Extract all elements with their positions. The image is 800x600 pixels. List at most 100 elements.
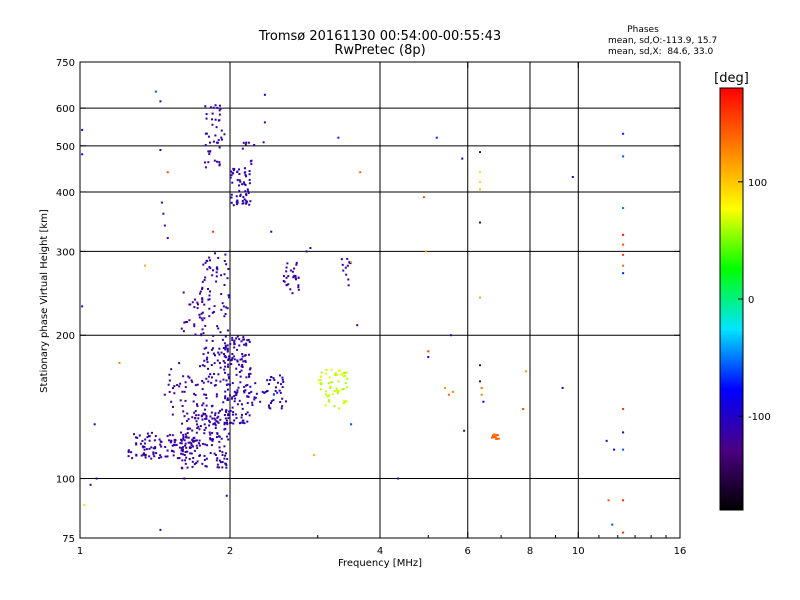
data-point: [233, 419, 236, 422]
data-point: [203, 278, 206, 281]
data-point: [89, 483, 92, 486]
data-point: [191, 460, 194, 463]
data-point: [209, 438, 212, 441]
data-point: [183, 477, 186, 480]
y-tick-label: 100: [56, 475, 75, 486]
data-point: [153, 455, 156, 458]
data-point: [230, 358, 233, 361]
data-point: [259, 400, 262, 403]
data-point: [224, 335, 227, 338]
data-point: [219, 366, 222, 369]
data-point: [217, 421, 220, 424]
data-point: [254, 396, 257, 399]
data-point: [136, 436, 139, 439]
data-point: [236, 389, 239, 392]
data-point: [214, 118, 217, 121]
data-point: [295, 263, 298, 266]
data-point: [175, 443, 178, 446]
data-point: [202, 332, 205, 335]
data-point: [164, 445, 167, 448]
data-point: [205, 457, 208, 460]
data-point: [152, 453, 155, 456]
data-point: [194, 384, 197, 387]
data-point: [226, 277, 229, 280]
data-point: [204, 105, 207, 108]
data-point: [425, 250, 428, 253]
data-point: [230, 421, 233, 424]
data-point: [233, 341, 236, 344]
data-point: [427, 356, 430, 359]
data-point: [142, 453, 145, 456]
data-point: [226, 349, 229, 352]
data-point: [207, 150, 210, 153]
data-point: [195, 414, 198, 417]
data-point: [225, 356, 228, 359]
data-point: [297, 284, 300, 287]
data-point: [235, 373, 238, 376]
data-point: [208, 266, 211, 269]
data-point: [191, 438, 194, 441]
data-point: [241, 200, 244, 203]
data-point: [228, 422, 231, 425]
data-point: [143, 445, 146, 448]
data-point: [224, 313, 227, 316]
data-point: [202, 353, 205, 356]
data-point: [198, 292, 201, 295]
data-point: [461, 157, 464, 160]
data-point: [189, 441, 192, 444]
data-point: [171, 444, 174, 447]
data-point: [187, 436, 190, 439]
data-point: [325, 372, 328, 375]
data-point: [218, 119, 221, 122]
data-point: [215, 436, 218, 439]
data-point: [221, 408, 224, 411]
data-point: [208, 153, 211, 156]
data-point: [240, 369, 243, 372]
data-point: [345, 371, 348, 374]
data-point: [251, 401, 254, 404]
data-point: [207, 287, 210, 290]
data-point: [422, 196, 425, 199]
data-point: [127, 449, 130, 452]
data-point: [332, 393, 335, 396]
data-point: [345, 273, 348, 276]
data-point: [337, 136, 340, 139]
data-point: [223, 414, 226, 417]
data-point: [178, 362, 181, 365]
data-point: [207, 375, 210, 378]
data-point: [187, 427, 190, 430]
data-point: [179, 442, 182, 445]
data-point: [203, 428, 206, 431]
data-point: [276, 391, 279, 394]
data-point: [141, 445, 144, 448]
data-point: [479, 221, 482, 224]
data-point: [328, 376, 331, 379]
data-point: [212, 230, 215, 233]
data-point: [182, 438, 185, 441]
data-point: [197, 417, 200, 420]
data-point: [181, 453, 184, 456]
data-point: [341, 388, 344, 391]
data-point: [227, 373, 230, 376]
data-point: [561, 386, 564, 389]
data-point: [194, 439, 197, 442]
data-point: [208, 256, 211, 259]
data-point: [204, 426, 207, 429]
data-point: [195, 439, 198, 442]
data-point: [248, 182, 251, 185]
data-point: [247, 191, 250, 194]
data-point: [185, 446, 188, 449]
data-point: [223, 368, 226, 371]
data-point: [219, 418, 222, 421]
data-point: [193, 323, 196, 326]
data-point: [266, 379, 269, 382]
data-point: [494, 435, 497, 438]
data-point: [227, 357, 230, 360]
data-point: [239, 358, 242, 361]
data-point: [270, 230, 273, 233]
data-point: [250, 163, 253, 166]
data-point: [189, 303, 192, 306]
data-point: [221, 302, 224, 305]
data-point: [196, 301, 199, 304]
data-point: [158, 438, 161, 441]
